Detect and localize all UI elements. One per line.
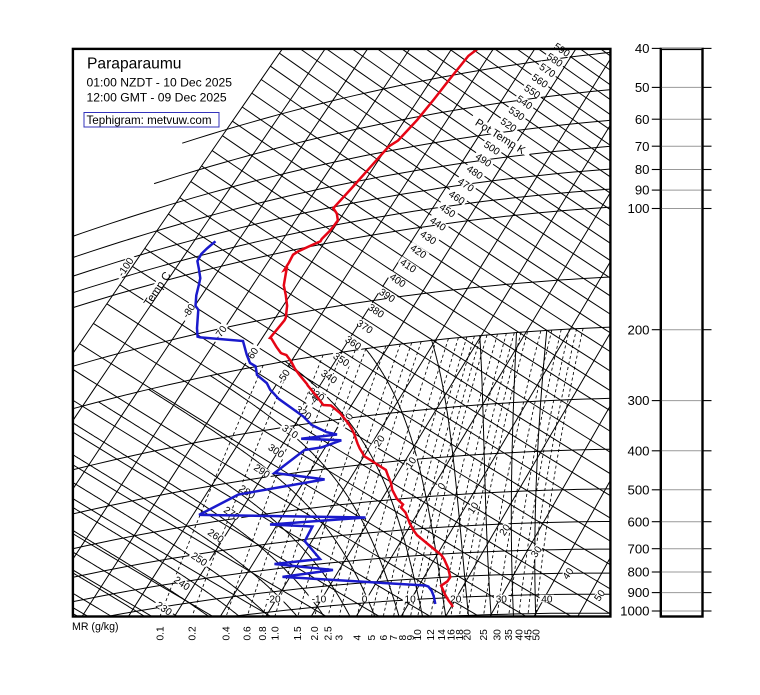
svg-text:900: 900 [627, 585, 649, 600]
svg-text:10: 10 [413, 629, 424, 641]
svg-text:3: 3 [335, 635, 346, 641]
svg-text:60: 60 [635, 112, 650, 127]
svg-text:2.0: 2.0 [310, 626, 321, 640]
svg-text:Tephigram: metvuw.com: Tephigram: metvuw.com [87, 114, 212, 127]
svg-text:4: 4 [353, 635, 364, 641]
svg-text:40: 40 [541, 595, 553, 606]
svg-text:1000: 1000 [620, 604, 649, 619]
svg-text:0: 0 [436, 481, 448, 492]
svg-text:50: 50 [635, 80, 650, 95]
svg-text:01:00 NZDT - 10 Dec 2025: 01:00 NZDT - 10 Dec 2025 [87, 76, 233, 90]
svg-text:35: 35 [504, 629, 515, 641]
svg-text:1.0: 1.0 [270, 626, 281, 640]
svg-text:-20: -20 [266, 595, 281, 606]
svg-text:8: 8 [398, 635, 409, 641]
svg-text:14: 14 [437, 629, 448, 641]
svg-text:9: 9 [406, 635, 417, 641]
svg-text:1.5: 1.5 [293, 626, 304, 640]
svg-text:700: 700 [627, 541, 649, 556]
svg-text:18: 18 [455, 629, 466, 641]
svg-text:0.1: 0.1 [155, 626, 166, 640]
svg-text:2.5: 2.5 [323, 626, 334, 640]
svg-text:0.8: 0.8 [258, 626, 269, 640]
svg-text:0.4: 0.4 [222, 626, 233, 640]
svg-text:0: 0 [362, 595, 368, 606]
svg-text:20: 20 [450, 595, 462, 606]
svg-text:600: 600 [627, 514, 649, 529]
svg-text:400: 400 [627, 443, 649, 458]
svg-text:30: 30 [493, 629, 504, 641]
svg-text:5: 5 [367, 635, 378, 641]
svg-text:200: 200 [627, 322, 649, 337]
svg-text:40: 40 [514, 629, 525, 641]
svg-text:Paraparaumu: Paraparaumu [87, 56, 181, 73]
svg-text:12:00 GMT - 09 Dec 2025: 12:00 GMT - 09 Dec 2025 [87, 91, 227, 105]
svg-text:70: 70 [635, 139, 650, 154]
svg-text:6: 6 [379, 635, 390, 641]
svg-text:500: 500 [627, 482, 649, 497]
svg-text:0.6: 0.6 [243, 626, 254, 640]
svg-text:50: 50 [531, 629, 542, 641]
svg-text:20: 20 [463, 629, 474, 641]
svg-text:-10: -10 [312, 595, 327, 606]
svg-text:300: 300 [627, 393, 649, 408]
svg-text:25: 25 [479, 629, 490, 641]
svg-text:45: 45 [523, 629, 534, 641]
svg-text:MR (g/kg): MR (g/kg) [72, 621, 119, 633]
svg-text:80: 80 [635, 162, 650, 177]
svg-text:800: 800 [627, 565, 649, 580]
svg-text:40: 40 [635, 41, 650, 56]
svg-text:0.2: 0.2 [188, 626, 199, 640]
svg-text:30: 30 [496, 595, 508, 606]
svg-text:12: 12 [426, 629, 437, 641]
svg-text:16: 16 [446, 629, 457, 641]
svg-text:100: 100 [627, 201, 649, 216]
svg-text:7: 7 [389, 635, 400, 641]
svg-text:90: 90 [635, 183, 650, 198]
svg-text:10: 10 [404, 595, 416, 606]
